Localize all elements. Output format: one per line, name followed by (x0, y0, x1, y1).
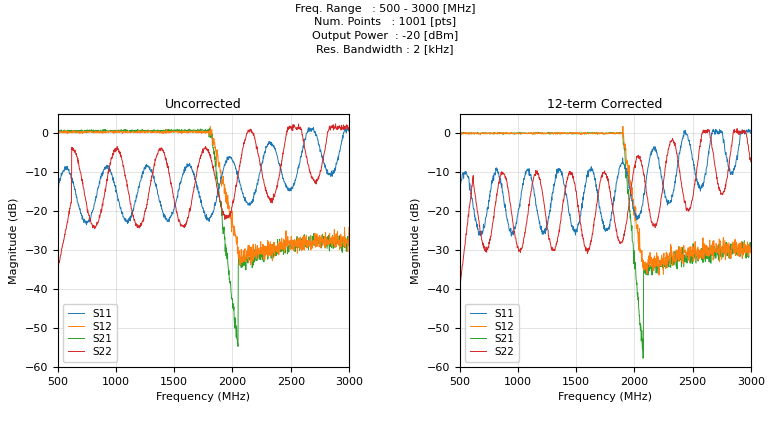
S11 (309, 125, 318, 130)
S21 (233, 344, 243, 349)
S11 (291, 176, 300, 181)
S12 (682, 253, 691, 258)
S21 (53, 128, 62, 133)
S12 (455, 131, 464, 136)
Line: S12: S12 (460, 127, 751, 275)
S12 (473, 131, 482, 136)
Y-axis label: Magnitude (dB): Magnitude (dB) (9, 197, 19, 284)
S12 (732, 250, 742, 255)
S12 (206, 124, 215, 129)
S21 (693, 253, 702, 258)
S22 (291, 125, 300, 130)
S22 (280, 143, 290, 148)
S22 (732, 130, 741, 135)
Text: Freq. Range   : 500 - 3000 [MHz]
Num. Points   : 1001 [pts]
Output Power  : -20 : Freq. Range : 500 - 3000 [MHz] Num. Poin… (295, 4, 475, 54)
S22 (746, 159, 755, 164)
S12 (112, 130, 122, 135)
S12 (693, 244, 702, 249)
S21 (732, 252, 742, 257)
S22 (112, 146, 122, 151)
S11 (112, 192, 122, 197)
Line: S21: S21 (460, 132, 751, 358)
S21 (473, 130, 482, 135)
S12 (514, 132, 524, 137)
S22 (681, 208, 691, 213)
S11 (693, 179, 702, 184)
S12 (618, 124, 628, 129)
S22 (712, 175, 721, 180)
S11 (71, 189, 80, 194)
S11 (682, 132, 691, 137)
S11 (473, 222, 482, 227)
Legend: S11, S12, S21, S22: S11, S12, S21, S22 (63, 304, 117, 362)
Title: 12-term Corrected: 12-term Corrected (547, 98, 663, 111)
S21 (455, 131, 464, 136)
S22 (330, 126, 340, 131)
S12 (654, 273, 664, 278)
S21 (713, 252, 722, 257)
Line: S11: S11 (58, 127, 349, 225)
S22 (331, 122, 340, 127)
S22 (310, 179, 320, 184)
S12 (330, 237, 340, 242)
S12 (344, 225, 353, 230)
S21 (330, 234, 340, 239)
S22 (692, 164, 701, 169)
S11 (330, 165, 340, 170)
S11 (311, 133, 320, 138)
S11 (344, 129, 353, 134)
S11 (744, 127, 753, 132)
X-axis label: Frequency (MHz): Frequency (MHz) (156, 392, 250, 403)
S22 (473, 209, 482, 214)
S11 (713, 131, 722, 136)
S22 (514, 249, 524, 254)
S12 (311, 235, 320, 240)
S21 (746, 248, 755, 253)
S21 (280, 251, 290, 256)
S21 (311, 238, 320, 243)
S11 (746, 131, 755, 136)
S11 (732, 157, 742, 162)
S21 (682, 260, 691, 265)
S22 (53, 267, 62, 272)
S21 (514, 131, 524, 136)
Line: S22: S22 (460, 129, 751, 290)
Legend: S11, S12, S21, S22: S11, S12, S21, S22 (465, 304, 519, 362)
Line: S12: S12 (58, 127, 349, 265)
S12 (280, 245, 290, 250)
Title: Uncorrected: Uncorrected (165, 98, 242, 111)
S22 (455, 288, 464, 293)
S11 (280, 181, 290, 186)
S21 (71, 128, 80, 133)
S12 (235, 262, 244, 268)
Line: S21: S21 (58, 128, 349, 346)
S21 (291, 243, 300, 248)
S11 (455, 183, 464, 188)
S12 (291, 244, 300, 249)
S21 (638, 356, 648, 361)
Line: S22: S22 (58, 124, 349, 269)
S21 (344, 235, 353, 241)
S11 (514, 206, 524, 211)
S21 (618, 129, 628, 134)
S12 (71, 129, 80, 134)
X-axis label: Frequency (MHz): Frequency (MHz) (558, 392, 652, 403)
Y-axis label: Magnitude (dB): Magnitude (dB) (411, 197, 420, 284)
S22 (344, 128, 353, 133)
S22 (732, 126, 742, 131)
S11 (507, 233, 516, 238)
S11 (82, 222, 91, 227)
S11 (53, 186, 62, 191)
S12 (746, 250, 755, 255)
Line: S11: S11 (460, 129, 751, 236)
S21 (206, 126, 215, 131)
S21 (112, 128, 122, 133)
S22 (71, 150, 80, 155)
S12 (713, 250, 722, 255)
S12 (53, 130, 62, 135)
